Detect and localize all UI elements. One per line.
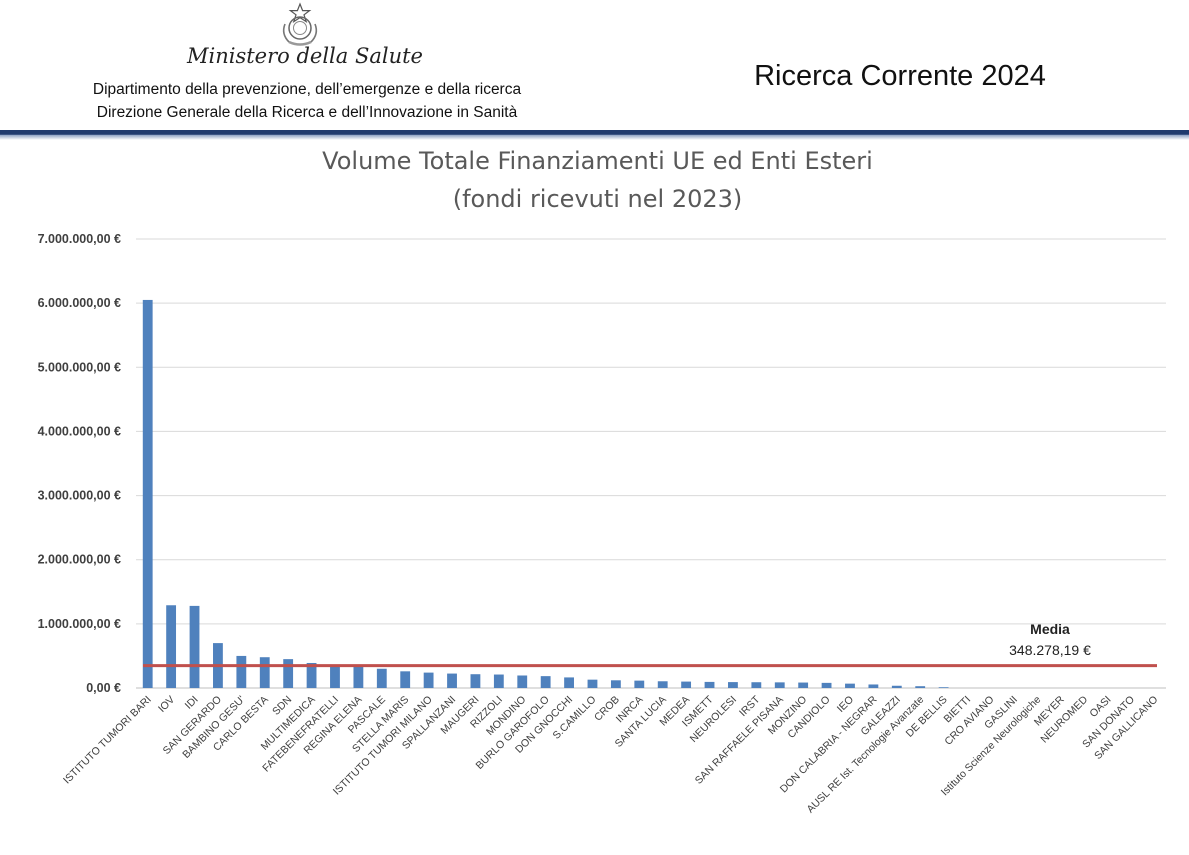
bar (353, 666, 364, 688)
page-header: Ministero della Salute Dipartimento dell… (0, 0, 1189, 140)
bar (704, 681, 715, 688)
bar (493, 674, 504, 688)
bar (587, 679, 598, 688)
bar (283, 659, 294, 688)
y-tick-label: 0,00 € (86, 681, 121, 695)
bar (845, 683, 855, 688)
x-tick-label: ISTITUTO TUMORI BARI (61, 694, 154, 787)
directorate-name: Direzione Generale della Ricerca e dell’… (96, 104, 518, 121)
bar (891, 685, 902, 688)
bar (821, 682, 832, 688)
chart-title: Volume Totale Finanziamenti UE ed Enti E… (322, 147, 873, 175)
ministry-name: Ministero della Salute (187, 44, 423, 68)
bar (634, 680, 645, 688)
x-tick-label: IDI (183, 694, 201, 712)
bar (751, 682, 762, 688)
y-tick-label: 1.000.000,00 € (38, 617, 121, 631)
bar (142, 299, 153, 688)
y-tick-label: 7.000.000,00 € (38, 232, 121, 246)
bar (610, 680, 621, 688)
y-tick-label: 2.000.000,00 € (38, 553, 121, 567)
bar (376, 668, 387, 688)
bar (306, 662, 317, 688)
bar (728, 682, 738, 688)
y-axis-ticks: 0,00 € 1.000.000,00 € 2.000.000,00 € 3.000.… (38, 232, 121, 695)
report-title: Ricerca Corrente 2024 (754, 60, 1046, 92)
y-tick-label: 4.000.000,00 € (38, 424, 121, 438)
bar (236, 655, 247, 688)
x-tick-label: IOV (156, 694, 177, 715)
bar (259, 657, 270, 688)
y-tick-label: 5.000.000,00 € (38, 360, 121, 374)
bar (938, 687, 949, 688)
bar (470, 674, 481, 688)
bar (540, 676, 551, 688)
italian-republic-emblem-icon (282, 2, 318, 46)
bar (774, 682, 785, 688)
bar (868, 684, 879, 688)
average-label: Media (1030, 621, 1070, 637)
bar (423, 672, 434, 688)
bar (681, 681, 692, 688)
bar (166, 605, 177, 688)
header-divider (0, 130, 1189, 140)
bar (447, 673, 457, 688)
average-line-group: Media 348.278,19 € (143, 621, 1157, 668)
bar (517, 675, 528, 688)
bar (400, 671, 411, 688)
bar (657, 681, 668, 688)
y-tick-label: 3.000.000,00 € (38, 489, 121, 503)
bar (564, 677, 574, 688)
bar (915, 686, 926, 688)
bars (142, 299, 949, 688)
average-value-label: 348.278,19 € (1009, 642, 1091, 658)
chart-subtitle: (fondi ricevuti nel 2023) (452, 185, 743, 213)
y-tick-label: 6.000.000,00 € (38, 296, 121, 310)
bar (330, 666, 340, 688)
bar (798, 682, 809, 688)
department-name: Dipartimento della prevenzione, dell’eme… (92, 81, 522, 98)
bar (189, 605, 200, 688)
gridlines (136, 238, 1166, 689)
